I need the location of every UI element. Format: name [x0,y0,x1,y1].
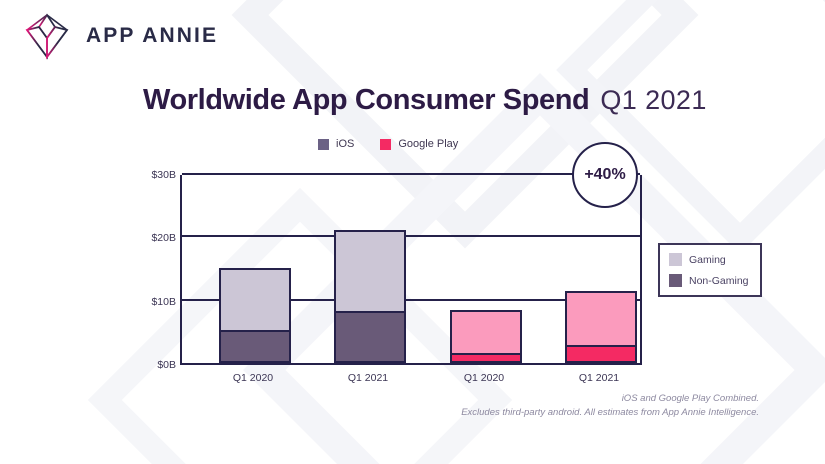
brand-name: APP ANNIE [86,24,219,47]
bar-ios-q1-2020[interactable] [219,268,291,363]
bar-segment-non-gaming [450,354,522,363]
x-tick-1: Q1 2021 [347,372,389,384]
bar-google-play-q1-2020[interactable] [450,309,522,363]
legend-label-gaming: Gaming [689,253,726,266]
category-legend-item-gaming[interactable]: Gaming [669,253,751,266]
y-tick-0b: $0B [157,359,176,371]
page-title: Worldwide App Consumer Spend Q1 2021 [143,84,707,117]
legend-label-non-gaming: Non-Gaming [689,274,749,287]
x-tick-2: Q1 2020 [463,372,505,384]
bar-segment-non-gaming [334,312,406,363]
y-tick-10b: $10B [151,295,176,308]
bar-google-play-q1-2021[interactable] [565,290,637,363]
legend-swatch-non-gaming [669,274,682,287]
chart-plot-area [180,173,642,365]
gridline-30b [182,173,640,175]
bar-segment-gaming [565,290,637,346]
brand-header: APP ANNIE [22,12,218,60]
bar-ios-q1-2021[interactable] [334,230,406,363]
gridline-20b [182,235,640,238]
bar-segment-non-gaming [219,331,291,363]
category-legend: Gaming Non-Gaming [658,243,762,297]
x-tick-3: Q1 2021 [578,372,620,384]
diamond-gem-icon [22,12,72,60]
bar-segment-gaming [450,309,522,355]
legend-label-google-play: Google Play [398,138,459,150]
legend-swatch-ios [318,138,329,150]
footnote-line-2: Excludes third-party android. All estima… [461,406,759,418]
gridline-10b [182,298,640,301]
bar-segment-gaming [219,268,291,332]
growth-badge: +40% [572,142,638,208]
footnotes: iOS and Google Play Combined. Excludes t… [461,392,759,420]
store-legend: iOS Google Play [318,138,458,150]
y-tick-20b: $20B [151,232,176,245]
legend-item-google-play[interactable]: Google Play [380,138,458,150]
category-legend-item-non-gaming[interactable]: Non-Gaming [669,274,751,287]
bar-segment-non-gaming [565,345,637,363]
legend-label-ios: iOS [336,138,355,150]
footnote-line-1: iOS and Google Play Combined. [621,393,759,404]
bar-segment-gaming [334,230,406,313]
x-tick-0: Q1 2020 [232,372,274,384]
legend-swatch-gaming [669,253,682,266]
legend-item-ios[interactable]: iOS [318,138,354,150]
title-period: Q1 2021 [600,85,707,115]
legend-swatch-google-play [380,138,392,150]
y-tick-30b: $30B [151,169,176,181]
title-main: Worldwide App Consumer Spend [143,84,590,116]
